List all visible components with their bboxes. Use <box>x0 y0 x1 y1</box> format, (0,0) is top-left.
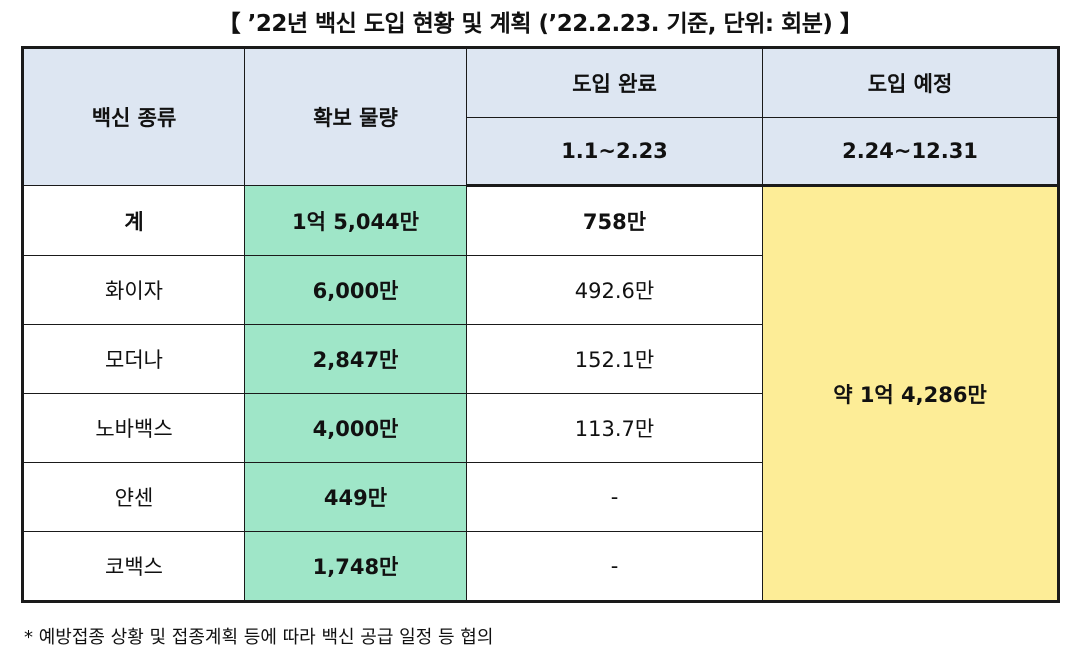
secured-amount: 449만 <box>244 462 467 532</box>
header-secured-amount: 확보 물량 <box>244 47 467 186</box>
introduced-amount: - <box>466 531 763 602</box>
table-row: 코백스 1,748만 - <box>22 531 1059 602</box>
secured-amount: 1억 5,044만 <box>244 185 467 256</box>
header-planned: 도입 예정 <box>762 47 1059 118</box>
table-body: 계 1억 5,044만 758만 약 1억 4,286만 화이자 6,000만 … <box>22 185 1059 602</box>
vaccine-name: 모더나 <box>22 324 245 394</box>
secured-amount: 1,748만 <box>244 531 467 602</box>
vaccine-name: 얀센 <box>22 462 245 532</box>
table-header: 백신 종류 확보 물량 도입 완료 도입 예정 1.1~2.23 2.24~12… <box>22 47 1059 187</box>
table-row: 얀센 449만 - <box>22 462 1059 532</box>
header-planned-period: 2.24~12.31 <box>762 117 1059 187</box>
introduced-amount: - <box>466 462 763 532</box>
vaccine-table: 백신 종류 확보 물량 도입 완료 도입 예정 1.1~2.23 2.24~12… <box>21 46 1060 603</box>
secured-amount: 2,847만 <box>244 324 467 394</box>
vaccine-name: 코백스 <box>22 531 245 602</box>
header-introduced: 도입 완료 <box>466 47 763 118</box>
introduced-amount: 758만 <box>466 185 763 256</box>
secured-amount: 4,000만 <box>244 393 467 463</box>
header-introduced-period: 1.1~2.23 <box>466 117 763 187</box>
introduced-amount: 492.6만 <box>466 255 763 325</box>
table-row: 모더나 2,847만 152.1만 <box>22 324 1059 394</box>
vaccine-name: 계 <box>22 185 245 256</box>
table-row: 노바백스 4,000만 113.7만 <box>22 393 1059 463</box>
secured-amount: 6,000만 <box>244 255 467 325</box>
footnote: * 예방접종 상황 및 접종계획 등에 따라 백신 공급 일정 등 협의 <box>24 627 494 648</box>
planned-total: 약 1억 4,286만 <box>762 185 1059 602</box>
table-row-total: 계 1억 5,044만 758만 약 1억 4,286만 <box>22 185 1059 602</box>
introduced-amount: 113.7만 <box>466 393 763 463</box>
introduced-amount: 152.1만 <box>466 324 763 394</box>
vaccine-name: 화이자 <box>22 255 245 325</box>
table-title: 【 ’22년 백신 도입 현황 및 계획 (’22.2.23. 기준, 단위: … <box>217 11 863 37</box>
vaccine-name: 노바백스 <box>22 393 245 463</box>
header-vaccine-type: 백신 종류 <box>22 47 245 186</box>
